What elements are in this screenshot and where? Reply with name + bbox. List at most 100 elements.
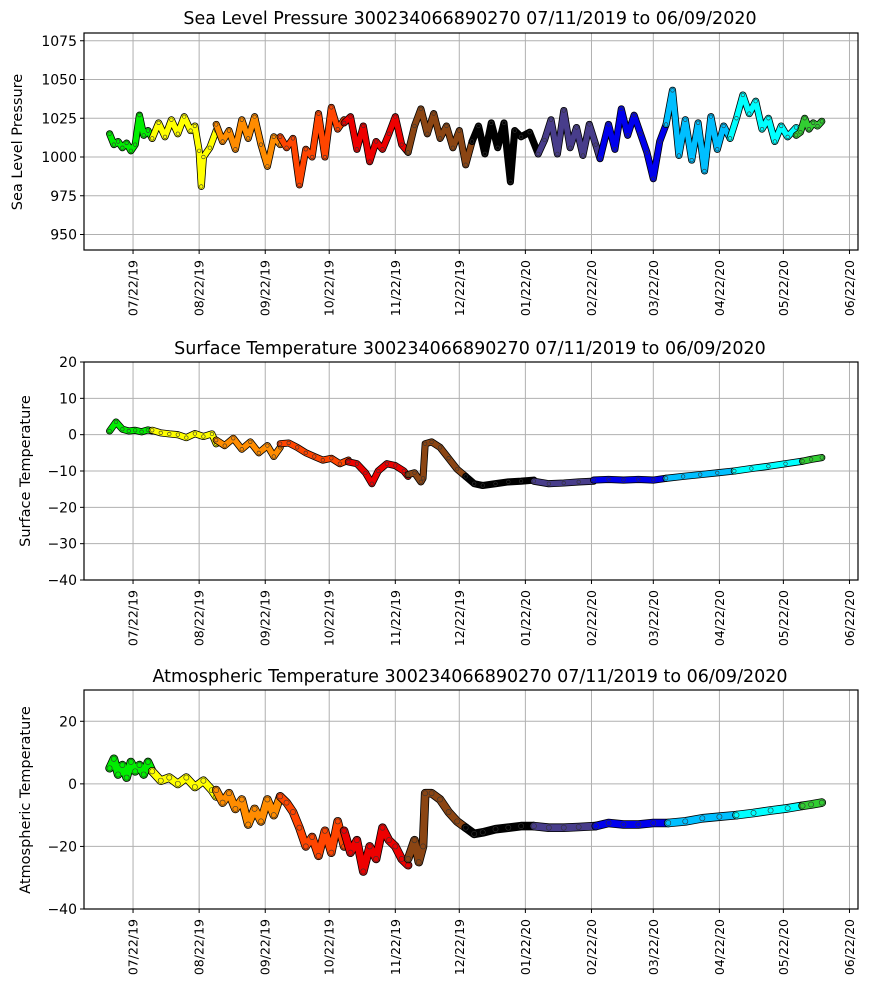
- y-tick-label: 950: [50, 228, 77, 244]
- data-point: [740, 92, 745, 98]
- data-point: [576, 479, 581, 485]
- data-point: [271, 134, 276, 139]
- x-tick-label: 11/22/19: [388, 260, 403, 316]
- data-point: [337, 461, 342, 466]
- data-point: [482, 151, 487, 156]
- data-point: [265, 443, 270, 448]
- data-point: [233, 147, 238, 152]
- data-point: [454, 818, 461, 825]
- grid: [84, 690, 858, 910]
- data-point: [251, 805, 258, 812]
- surface-temperature-panel: Surface Temperature 300234066890270 07/1…: [18, 339, 859, 646]
- data-point: [457, 128, 462, 133]
- data-point: [374, 139, 379, 144]
- data-point: [334, 818, 341, 825]
- y-tick-label: 10: [59, 391, 77, 407]
- data-point: [663, 122, 669, 127]
- data-point: [597, 156, 603, 161]
- data-point: [784, 805, 791, 812]
- y-axis-label: Surface Temperature: [18, 395, 34, 547]
- x-tick-label: 11/22/19: [388, 919, 403, 975]
- data-point: [347, 849, 354, 856]
- y-tick-label: 1025: [41, 111, 77, 127]
- x-tick-label: 10/22/19: [322, 919, 337, 975]
- x-tick-label: 07/22/19: [126, 260, 141, 316]
- series-nov-2019: [344, 458, 412, 488]
- data-point: [423, 441, 428, 446]
- series-mar-2020: [590, 474, 670, 484]
- data-point: [329, 456, 334, 461]
- data-point: [166, 774, 173, 781]
- data-point: [619, 106, 624, 112]
- data-point: [759, 127, 765, 132]
- series-sep-2019: [211, 785, 285, 829]
- data-point: [405, 856, 411, 862]
- data-point: [463, 474, 468, 479]
- x-tick-label: 10/22/19: [322, 590, 337, 646]
- data-point: [749, 466, 754, 471]
- data-point: [220, 139, 225, 144]
- y-tick-label: −20: [47, 839, 77, 855]
- data-point: [302, 843, 309, 850]
- y-tick-label: −40: [47, 902, 77, 918]
- data-point: [420, 476, 426, 481]
- data-point: [542, 137, 547, 143]
- data-point: [501, 120, 507, 125]
- data-point: [462, 824, 469, 831]
- x-tick-label: 08/22/19: [192, 919, 207, 975]
- series-apr-2020: [663, 810, 741, 828]
- data-point: [214, 438, 219, 443]
- data-point: [106, 765, 113, 772]
- data-point: [651, 477, 656, 483]
- series-line: [405, 439, 469, 485]
- data-point: [363, 470, 368, 475]
- series-jun-2020: [798, 798, 827, 811]
- data-point: [593, 142, 598, 147]
- x-tick-label: 06/22/20: [842, 590, 857, 646]
- data-point: [226, 128, 232, 133]
- chart-title: Sea Level Pressure 300234066890270 07/11…: [183, 9, 756, 29]
- data-point: [580, 153, 586, 158]
- data-point: [715, 147, 720, 152]
- data-point: [612, 147, 618, 152]
- data-point: [182, 114, 187, 119]
- series-line: [663, 87, 733, 174]
- series-line: [590, 475, 669, 483]
- data-point: [141, 133, 146, 138]
- data-point: [681, 474, 686, 479]
- plot-frame: [83, 689, 859, 910]
- series-aug-2019: [148, 113, 220, 190]
- data-point: [360, 868, 367, 875]
- data-point: [156, 120, 161, 125]
- data-point: [472, 481, 477, 486]
- y-tick-label: −30: [47, 537, 77, 553]
- data-point: [545, 824, 552, 831]
- data-point: [808, 801, 814, 808]
- series-may-2020: [732, 801, 807, 820]
- x-tick-label: 04/22/20: [712, 919, 727, 975]
- data-point: [316, 111, 321, 116]
- data-point: [799, 802, 806, 809]
- data-point: [169, 117, 174, 122]
- data-point: [536, 151, 541, 156]
- data-point: [716, 813, 723, 820]
- series-aug-2019: [148, 426, 220, 448]
- data-point: [698, 472, 703, 477]
- data-point: [386, 837, 392, 844]
- series-may-2020: [730, 457, 807, 475]
- series-feb-2020: [534, 106, 604, 163]
- data-point: [785, 134, 790, 139]
- data-point: [437, 796, 443, 803]
- data-point: [111, 142, 116, 147]
- series-line: [404, 789, 470, 866]
- data-point: [548, 117, 554, 122]
- data-point: [329, 105, 334, 110]
- data-point: [682, 818, 689, 825]
- data-point: [393, 114, 398, 119]
- data-point: [531, 479, 537, 484]
- data-point: [335, 127, 340, 132]
- data-point: [150, 136, 155, 141]
- series-oct-2019: [275, 792, 349, 861]
- data-point: [420, 843, 426, 850]
- x-tick-label: 03/22/20: [646, 260, 661, 316]
